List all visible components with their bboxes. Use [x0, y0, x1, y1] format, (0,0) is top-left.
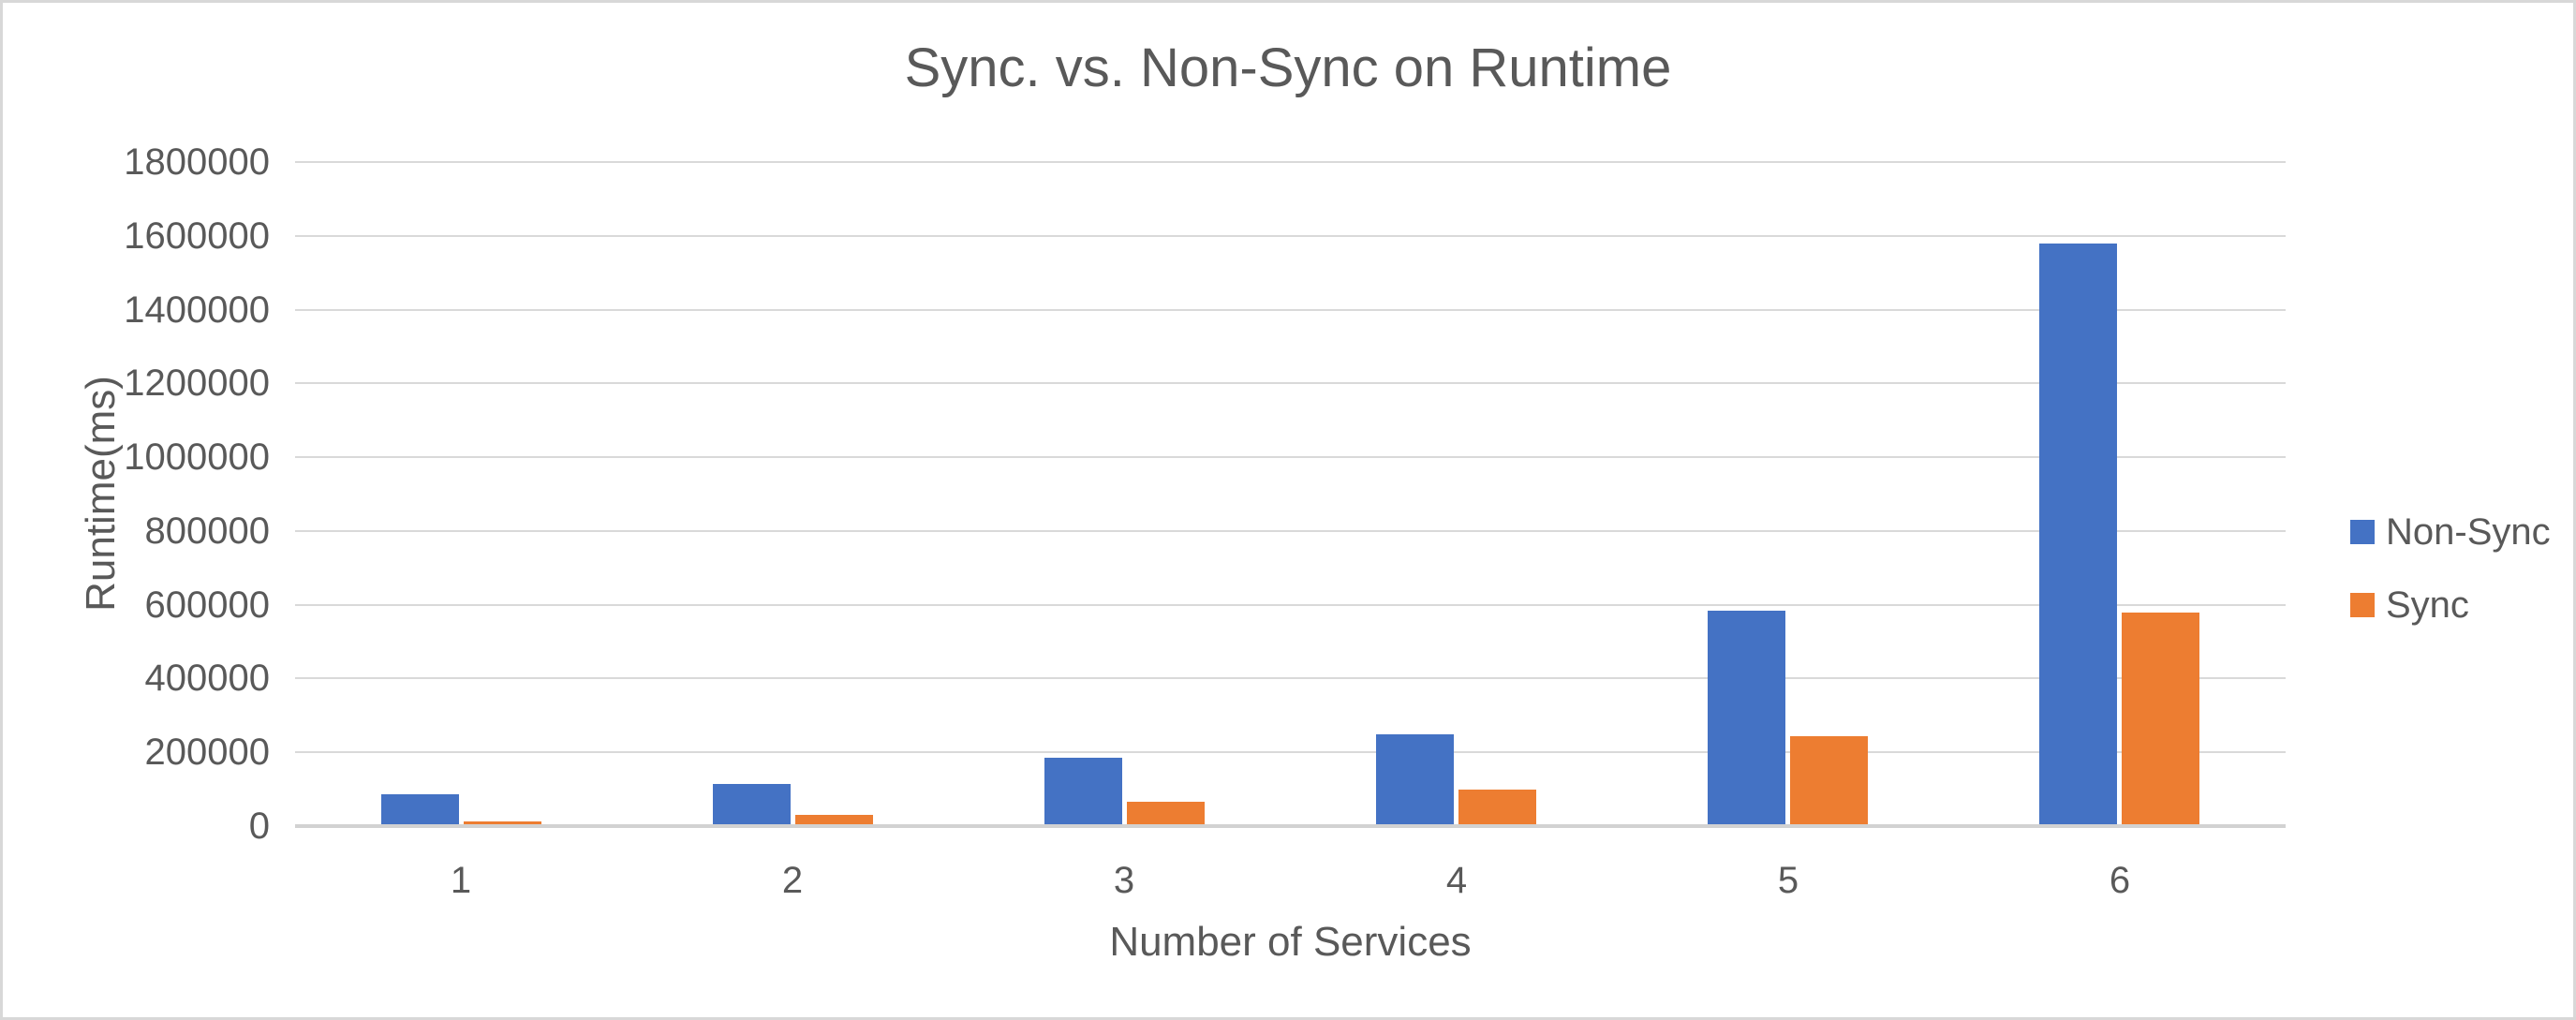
bar-non-sync-cat-4 — [1376, 734, 1454, 826]
gridline — [295, 234, 2286, 237]
x-tick-label: 2 — [781, 860, 804, 901]
y-tick-label: 0 — [248, 806, 270, 847]
gridline — [295, 677, 2286, 680]
plot-area — [295, 161, 2286, 826]
bar-non-sync-cat-2 — [713, 784, 791, 826]
y-tick-label: 1400000 — [124, 288, 270, 331]
legend: Non-Sync Sync — [2350, 511, 2551, 662]
y-tick-label: 800000 — [144, 510, 270, 552]
y-tick-label: 400000 — [144, 658, 270, 700]
legend-item-non-sync: Non-Sync — [2350, 511, 2551, 553]
gridline — [295, 751, 2286, 754]
legend-label: Non-Sync — [2386, 510, 2551, 553]
legend-label: Sync — [2386, 584, 2469, 626]
y-tick-label: 1200000 — [124, 362, 270, 405]
y-tick-label: 600000 — [144, 584, 270, 626]
gridline — [295, 382, 2286, 385]
legend-swatch-icon — [2350, 593, 2375, 617]
gridline — [295, 308, 2286, 311]
bar-sync-cat-1 — [464, 821, 541, 826]
bar-sync-cat-2 — [795, 815, 873, 826]
bar-sync-cat-3 — [1127, 802, 1205, 826]
x-tick-label: 1 — [450, 860, 472, 901]
legend-item-sync: Sync — [2350, 584, 2551, 626]
gridline — [295, 529, 2286, 532]
x-tick-label: 5 — [1777, 860, 1799, 901]
bar-non-sync-cat-3 — [1044, 758, 1122, 826]
x-tick-label: 4 — [1445, 860, 1468, 901]
x-axis-line — [295, 824, 2286, 828]
legend-swatch-icon — [2350, 520, 2375, 544]
y-tick-label: 1600000 — [124, 214, 270, 257]
y-axis-title: Runtime(ms) — [78, 376, 124, 612]
bar-non-sync-cat-6 — [2039, 244, 2117, 826]
gridline — [295, 161, 2286, 163]
gridline — [295, 603, 2286, 606]
bar-sync-cat-5 — [1790, 736, 1868, 826]
gridline — [295, 456, 2286, 459]
x-axis-title: Number of Services — [1109, 919, 1472, 965]
y-tick-label: 200000 — [144, 732, 270, 774]
bar-non-sync-cat-5 — [1708, 611, 1785, 826]
chart-title: Sync. vs. Non-Sync on Runtime — [904, 37, 1672, 98]
y-tick-label: 1800000 — [124, 141, 270, 183]
x-tick-label: 3 — [1113, 860, 1135, 901]
bar-sync-cat-6 — [2122, 613, 2199, 826]
bar-non-sync-cat-1 — [381, 794, 459, 826]
bar-sync-cat-4 — [1458, 790, 1536, 826]
y-tick-label: 1000000 — [124, 436, 270, 479]
x-tick-label: 6 — [2109, 860, 2131, 901]
